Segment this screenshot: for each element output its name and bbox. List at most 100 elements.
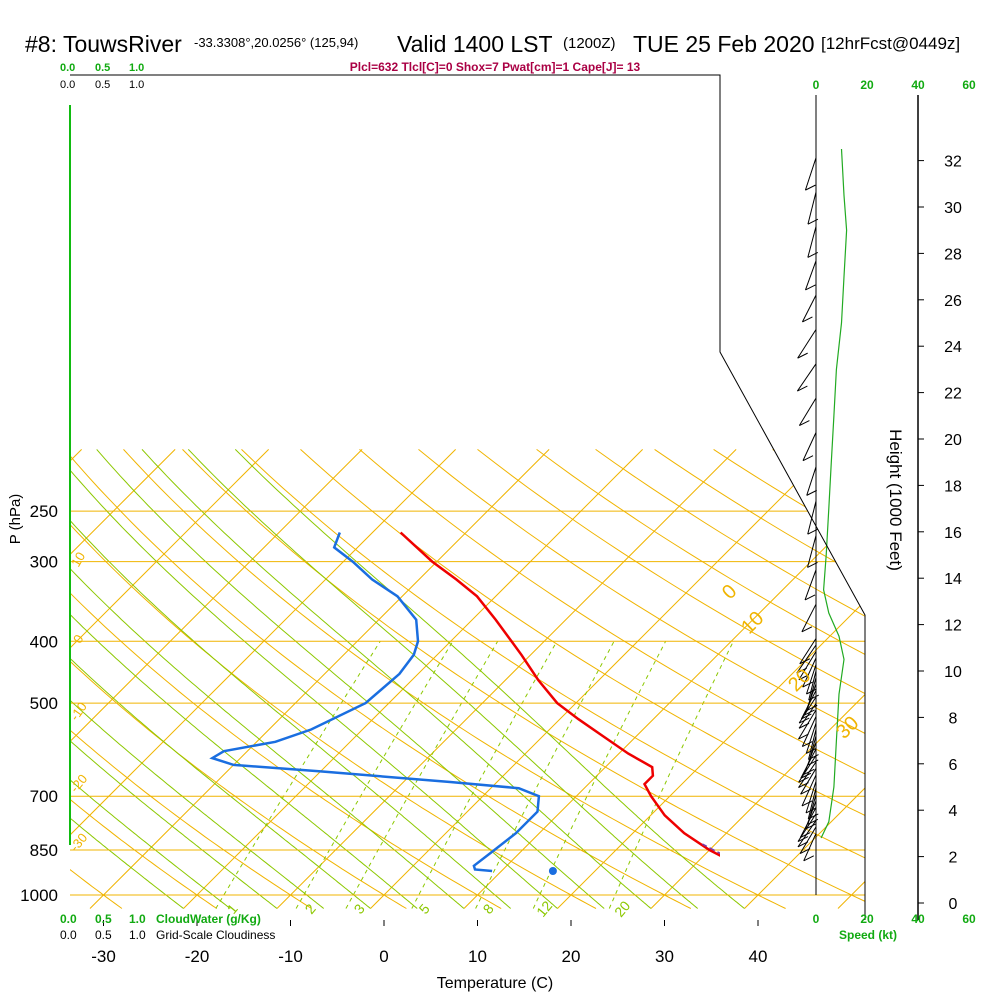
x-tick-label: -10 bbox=[278, 947, 303, 966]
barb-flag bbox=[800, 772, 812, 779]
barb-shaft bbox=[796, 363, 817, 392]
height-tick-label: 28 bbox=[944, 246, 962, 263]
wind-barb bbox=[801, 294, 817, 323]
bottom-cloudiness-tick: 0.0 bbox=[60, 928, 77, 942]
barb-flag bbox=[805, 284, 816, 291]
barb-flag bbox=[804, 709, 815, 716]
moist-adiabat-line bbox=[70, 449, 465, 909]
pressure-tick-label: 850 bbox=[30, 841, 58, 860]
wind-barb bbox=[801, 716, 817, 747]
wind-barb bbox=[797, 329, 817, 359]
barb-flag bbox=[798, 733, 809, 740]
barb-flag bbox=[798, 717, 810, 724]
moist-adiabat-line bbox=[70, 449, 278, 909]
isotherm-line bbox=[744, 449, 865, 909]
height-tick-label: 20 bbox=[944, 432, 962, 449]
sounding-series bbox=[209, 531, 753, 876]
mixing-ratio-label: 3 bbox=[351, 901, 368, 917]
barb-flag bbox=[802, 316, 813, 323]
height-tick-label: 8 bbox=[949, 710, 958, 727]
barb-flag bbox=[808, 694, 819, 701]
wind-speed-line bbox=[820, 148, 848, 839]
barb-shaft bbox=[806, 677, 817, 711]
pressure-tick-label: 1000 bbox=[20, 886, 58, 905]
surface-dewpoint-marker bbox=[548, 867, 557, 876]
dry-adiabat-line bbox=[182, 449, 865, 909]
barb-shaft bbox=[805, 260, 817, 291]
dry-adiabat-line bbox=[70, 449, 692, 909]
barb-flag bbox=[799, 658, 810, 665]
barb-flag bbox=[797, 385, 808, 392]
barb-flag bbox=[803, 855, 814, 862]
dry-adiabat-line bbox=[418, 449, 865, 909]
bottom-cloudwater-tick: 1.0 bbox=[129, 912, 146, 926]
moist-adiabat-line bbox=[70, 449, 558, 909]
isotherm-line bbox=[70, 449, 269, 909]
wind-barb bbox=[806, 664, 817, 695]
barb-shaft bbox=[800, 768, 817, 795]
surface-temperature-marker bbox=[745, 867, 753, 875]
isotherm-line bbox=[70, 449, 456, 909]
moist-adiabat-line bbox=[187, 449, 699, 909]
dry-adiabat-line bbox=[831, 448, 865, 909]
top-cloudwater-tick: 0.5 bbox=[95, 62, 110, 74]
top-cloudiness-tick: 1.0 bbox=[129, 79, 144, 91]
top-cloudwater-tick: 1.0 bbox=[129, 62, 144, 74]
mixing-ratio-line bbox=[608, 641, 734, 909]
pressure-tick-label: 300 bbox=[30, 553, 58, 572]
barb-flag bbox=[806, 688, 817, 695]
wind-barb bbox=[805, 722, 817, 754]
isotherm-line bbox=[89, 449, 550, 909]
pressure-tick-label: 250 bbox=[30, 502, 58, 521]
dry-adiabat-line bbox=[477, 449, 865, 909]
barb-flag bbox=[805, 807, 817, 814]
isotherm-line bbox=[70, 449, 363, 909]
barb-flag bbox=[808, 754, 819, 760]
height-tick-label: 24 bbox=[944, 339, 962, 356]
moist-adiabat-line bbox=[141, 449, 652, 909]
background-lines bbox=[70, 448, 865, 909]
height-tick-label: 0 bbox=[949, 896, 958, 913]
moist-adiabat-line bbox=[234, 449, 745, 909]
x-tick-label: -30 bbox=[91, 947, 116, 966]
axes: -30 -20 -10 0 10 20 30 402503004005007008501000… bbox=[20, 154, 962, 966]
height-tick-label: 26 bbox=[944, 293, 962, 310]
height-tick-label: 30 bbox=[944, 200, 962, 217]
speed-tick: 20 bbox=[860, 912, 874, 926]
wind-barb bbox=[808, 670, 819, 701]
pressure-tick-label: 500 bbox=[30, 694, 58, 713]
barb-shaft bbox=[807, 787, 817, 820]
barb-shaft bbox=[804, 569, 817, 601]
moist-adiabat-line bbox=[70, 449, 231, 909]
wind-barb bbox=[801, 603, 817, 633]
mixing-ratio-line bbox=[475, 641, 615, 909]
wind-barb bbox=[802, 432, 817, 462]
height-tick-label: 18 bbox=[944, 478, 962, 495]
height-tick-label: 12 bbox=[944, 618, 962, 635]
wind-barb bbox=[796, 363, 817, 392]
isotherm-line bbox=[183, 449, 643, 909]
x-tick-label: 20 bbox=[562, 947, 581, 966]
isotherm-line bbox=[70, 449, 176, 909]
x-tick-label: 40 bbox=[749, 947, 768, 966]
mixing-ratio-line bbox=[532, 641, 667, 909]
stability-indices: Plcl=632 Tlcl[C]=0 Shox=7 Pwat[cm]=1 Cap… bbox=[350, 60, 641, 74]
barb-flag bbox=[801, 626, 813, 633]
dry-adiabat-line bbox=[241, 449, 865, 909]
barb-shaft bbox=[807, 192, 817, 225]
pressure-tick-label: 700 bbox=[30, 787, 58, 806]
top-cloudiness-tick: 0.0 bbox=[60, 79, 75, 91]
barb-shaft bbox=[803, 833, 817, 861]
isotherm-line bbox=[837, 449, 865, 909]
y-axis-title: P (hPa) bbox=[7, 494, 24, 545]
mixing-ratio-line bbox=[215, 641, 381, 909]
wind-barb bbox=[799, 638, 817, 665]
barb-flag bbox=[806, 489, 817, 496]
wind-barb bbox=[798, 651, 817, 681]
barb-flag bbox=[803, 768, 815, 775]
barb-flag bbox=[802, 455, 814, 462]
barb-flag bbox=[798, 674, 810, 681]
barb-shaft bbox=[801, 294, 817, 323]
isotherm-line bbox=[370, 449, 830, 909]
